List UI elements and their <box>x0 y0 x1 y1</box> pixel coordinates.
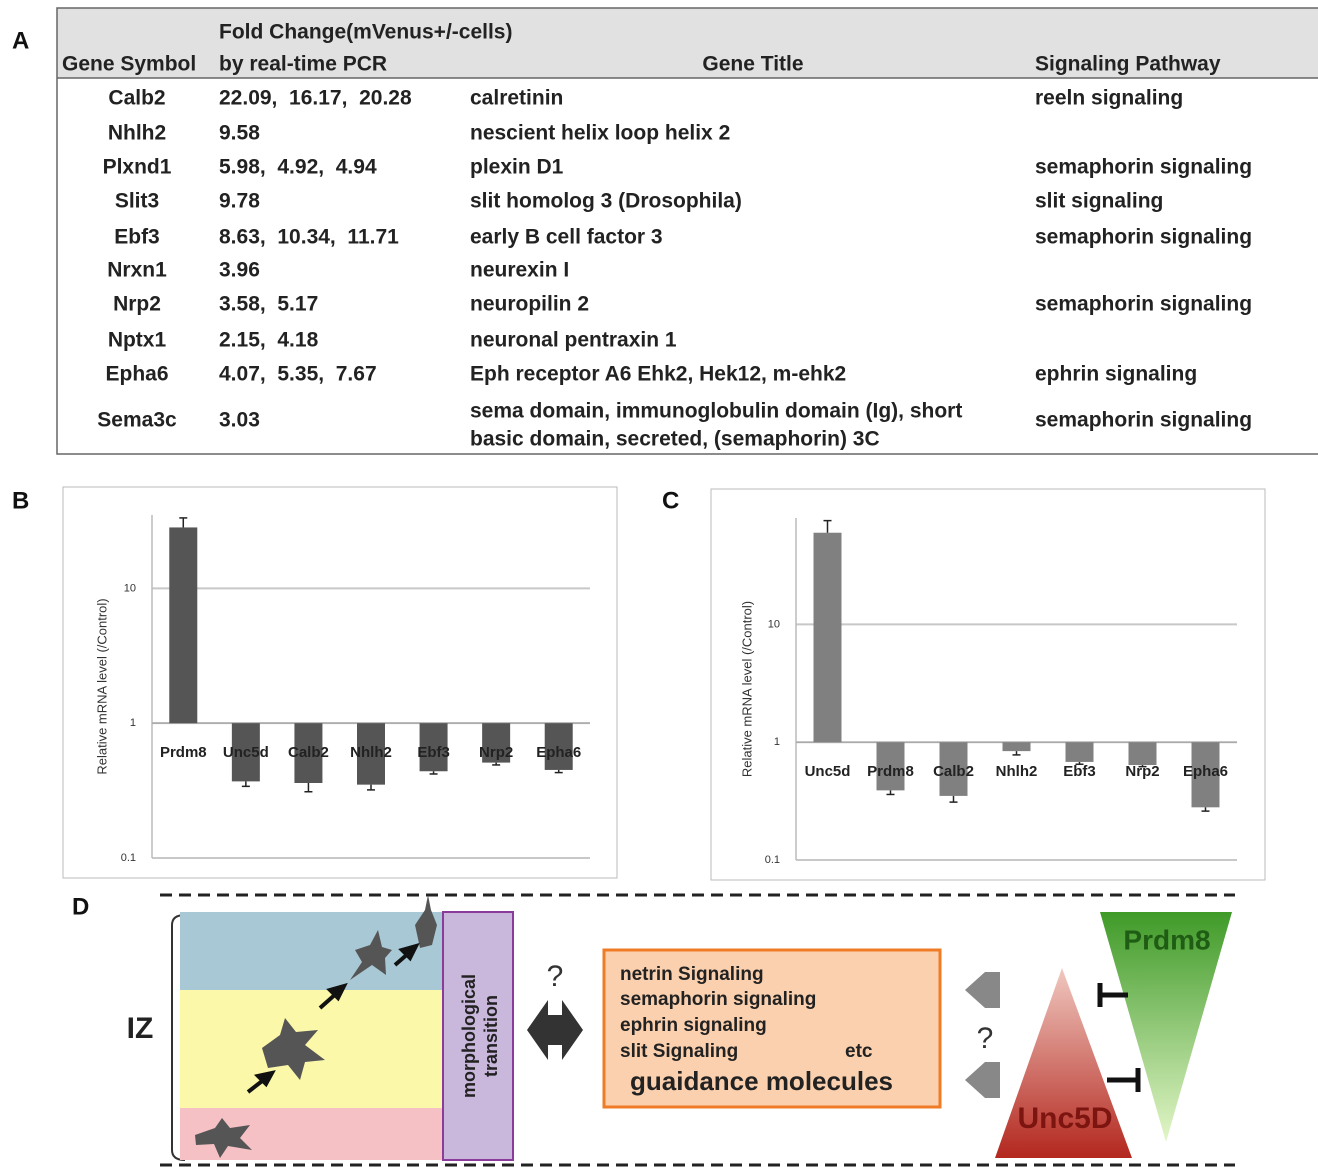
signal: netrin Signaling <box>620 964 764 985</box>
table-cell: sema domain, immunoglobulin domain (Ig),… <box>470 400 962 423</box>
table-cell: slit homolog 3 (Drosophila) <box>470 190 742 213</box>
bar <box>814 533 842 742</box>
x-tick-label: Nhlh2 <box>350 744 392 761</box>
bar <box>1066 742 1094 762</box>
table: Gene Symbol Fold Change(mVenus+/-cells) by… <box>62 21 1252 451</box>
figure: A B C D Gene Symbol Fold Change(mVenus+/-… <box>0 0 1318 1168</box>
table-cell: neurexin I <box>470 259 569 282</box>
table-cell: Calb2 <box>108 87 165 110</box>
table-cell: Nrxn1 <box>107 259 167 282</box>
table-cell: Nrp2 <box>113 293 161 316</box>
table-cell: 9.58 <box>219 122 260 145</box>
y-axis-label: Relative mRNA level (/Control) <box>94 598 109 774</box>
table-cell: Plxnd1 <box>103 156 172 179</box>
double-arrow <box>527 1000 583 1060</box>
x-tick-label: Epha6 <box>536 744 581 761</box>
table-cell: Nptx1 <box>108 329 167 352</box>
table-cell: Sema3c <box>97 409 177 432</box>
table-cell: Nhlh2 <box>108 122 166 145</box>
column-header: by real-time PCR <box>219 53 387 76</box>
x-tick-label: Calb2 <box>288 744 329 761</box>
table-cell: 22.09, 16.17, 20.28 <box>219 87 412 110</box>
table-cell: 5.98, 4.92, 4.94 <box>219 156 377 179</box>
y-axis-label: Relative mRNA level (/Control) <box>739 601 754 777</box>
table-cell: 4.07, 5.35, 7.67 <box>219 363 377 386</box>
y-tick-label: 10 <box>124 582 136 594</box>
transition-label: transition <box>481 995 501 1077</box>
x-tick-label: Epha6 <box>1183 763 1228 780</box>
table-cell: calretinin <box>470 87 563 110</box>
signal: semaphorin signaling <box>620 989 816 1010</box>
zone-label: IZ <box>127 1012 154 1045</box>
column-header: Fold Change(mVenus+/-cells) <box>219 21 512 44</box>
table-cell: early B cell factor 3 <box>470 226 663 249</box>
signal: slit Signaling <box>620 1041 738 1062</box>
chart-frame <box>63 487 617 878</box>
bar <box>1003 742 1031 751</box>
x-tick-label: Prdm8 <box>160 744 207 761</box>
table-cell: semaphorin signaling <box>1035 156 1252 179</box>
bar <box>169 527 197 723</box>
table-cell: neuronal pentraxin 1 <box>470 329 677 352</box>
signal: ephrin signaling <box>620 1015 767 1036</box>
column-header: Gene Title <box>702 53 803 76</box>
band <box>180 990 444 1108</box>
question: ? <box>977 1022 994 1055</box>
question: ? <box>547 960 564 993</box>
table-cell: basic domain, secreted, (semaphorin) 3C <box>470 428 880 451</box>
table-cell: 3.58, 5.17 <box>219 293 318 316</box>
column-header: Signaling Pathway <box>1035 53 1221 76</box>
table-cell: nescient helix loop helix 2 <box>470 122 730 145</box>
x-tick-label: Nrp2 <box>479 744 513 761</box>
table-cell: Eph receptor A6 Ehk2, Hek12, m-ehk2 <box>470 363 846 386</box>
table-cell: 3.03 <box>219 409 260 432</box>
y-tick-label: 0.1 <box>121 852 136 864</box>
bar <box>1129 742 1157 765</box>
table-cell: semaphorin signaling <box>1035 409 1252 432</box>
gray-arrow <box>965 1062 1000 1098</box>
y-tick-label: 1 <box>774 736 780 748</box>
x-tick-label: Ebf3 <box>1063 763 1096 780</box>
y-tick-label: 0.1 <box>765 854 780 866</box>
table-cell: Epha6 <box>105 363 168 386</box>
table-cell: ephrin signaling <box>1035 363 1197 386</box>
table-cell: 2.15, 4.18 <box>219 329 319 352</box>
x-tick-label: Ebf3 <box>417 744 450 761</box>
diagram: IZ morphological transition ? netrin Sig… <box>127 895 1235 1165</box>
molecules: guaidance molecules <box>630 1066 893 1096</box>
table-cell: slit signaling <box>1035 190 1163 213</box>
gray-arrow <box>965 972 1000 1008</box>
x-tick-label: Nhlh2 <box>996 763 1038 780</box>
transition-label: morphological <box>459 974 479 1098</box>
table-cell: 3.96 <box>219 259 260 282</box>
column-header: Gene Symbol <box>62 53 196 76</box>
panel-label: A <box>12 27 29 54</box>
table-cell: 8.63, 10.34, 11.71 <box>219 226 399 249</box>
table-cell: semaphorin signaling <box>1035 226 1252 249</box>
table-cell: 9.78 <box>219 190 260 213</box>
table-cell: neuropilin 2 <box>470 293 589 316</box>
table-cell: plexin D1 <box>470 156 564 179</box>
x-tick-label: Unc5d <box>805 763 851 780</box>
x-tick-label: Nrp2 <box>1125 763 1159 780</box>
prdm8-label: Prdm8 <box>1123 924 1210 955</box>
unc5d-label: Unc5D <box>1017 1102 1112 1135</box>
panel-label: B <box>12 487 29 514</box>
y-tick-label: 1 <box>130 717 136 729</box>
x-tick-label: Unc5d <box>223 744 269 761</box>
y-tick-label: 10 <box>768 618 780 630</box>
panel-label: C <box>662 487 679 514</box>
x-tick-label: Prdm8 <box>867 763 914 780</box>
etc: etc <box>845 1041 873 1062</box>
x-tick-label: Calb2 <box>933 763 974 780</box>
table-cell: semaphorin signaling <box>1035 293 1252 316</box>
panel-label: D <box>72 893 89 920</box>
table-cell: reeln signaling <box>1035 87 1183 110</box>
chart-frame <box>711 489 1265 880</box>
table-cell: Ebf3 <box>114 226 160 249</box>
table-cell: Slit3 <box>115 190 159 213</box>
